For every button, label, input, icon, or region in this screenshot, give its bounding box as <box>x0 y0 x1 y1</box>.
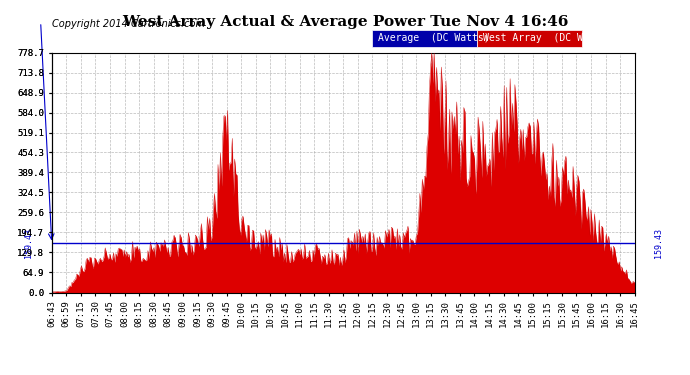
Text: Average  (DC Watts): Average (DC Watts) <box>378 33 490 43</box>
Text: 159.43: 159.43 <box>24 228 33 258</box>
Text: West Array Actual & Average Power Tue Nov 4 16:46: West Array Actual & Average Power Tue No… <box>122 15 568 29</box>
Text: 159.43: 159.43 <box>653 228 662 258</box>
Text: Copyright 2014 Cartronics.com: Copyright 2014 Cartronics.com <box>52 19 205 29</box>
Text: West Array  (DC Watts): West Array (DC Watts) <box>483 33 613 43</box>
